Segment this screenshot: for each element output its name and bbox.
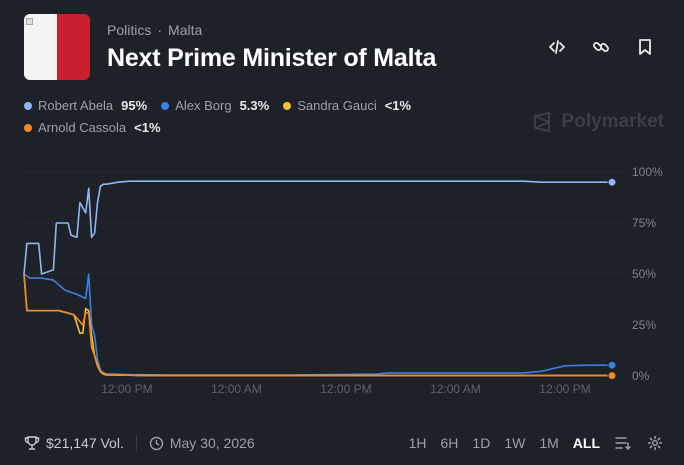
- legend-name: Robert Abela: [38, 98, 114, 113]
- polymarket-logo-icon: [533, 112, 550, 132]
- y-tick-label: 0%: [632, 369, 650, 383]
- malta-flag: [24, 14, 90, 80]
- flag-red-half: [57, 14, 90, 80]
- page-title: Next Prime Minister of Malta: [107, 44, 437, 72]
- legend-dot: [24, 101, 32, 110]
- series-endpoint-alex-borg: [607, 360, 617, 370]
- volume-text: $21,147 Vol.: [46, 435, 124, 451]
- trophy-icon: [24, 436, 40, 450]
- breadcrumb-separator: ·: [157, 22, 163, 38]
- probability-chart: 100% 75% 50% 25% 0% 12:00 PM 12:00 AM 12:00 PM 1…: [23, 165, 663, 396]
- bookmark-icon[interactable]: [634, 36, 656, 58]
- series-endpoint-arnold-cassola: [607, 371, 617, 381]
- flag-white-half: [24, 14, 57, 80]
- x-tick-label: 12:00 PM: [101, 382, 152, 396]
- embed-code-icon[interactable]: [546, 36, 568, 58]
- series-endpoint-robert-abela: [607, 177, 617, 187]
- range-6h[interactable]: 6H: [440, 435, 459, 451]
- x-tick-label: 12:00 PM: [320, 382, 371, 396]
- legend-item-arnold-cassola: Arnold Cassola <1%: [24, 120, 161, 135]
- legend-value: 95%: [121, 98, 148, 113]
- link-icon[interactable]: [590, 36, 612, 58]
- legend-name: Arnold Cassola: [38, 120, 127, 135]
- legend-dot: [24, 123, 32, 132]
- chart-legend: Robert Abela 95% Alex Borg 5.3% Sandra G…: [24, 98, 524, 142]
- breadcrumb-subcategory[interactable]: Malta: [168, 22, 203, 38]
- time-range-selector: 1H 6H 1D 1W 1M ALL: [409, 434, 664, 452]
- x-tick-label: 12:00 PM: [539, 382, 590, 396]
- legend-item-sandra-gauci: Sandra Gauci <1%: [283, 98, 411, 113]
- x-tick-label: 12:00 AM: [211, 382, 262, 396]
- filter-list-icon[interactable]: [614, 434, 632, 452]
- legend-name: Sandra Gauci: [297, 98, 377, 113]
- legend-value: 5.3%: [239, 98, 270, 113]
- range-1w[interactable]: 1W: [504, 435, 526, 451]
- range-all[interactable]: ALL: [572, 435, 600, 451]
- y-tick-label: 50%: [632, 267, 656, 281]
- series-line-arnold-cassola: [23, 273, 612, 377]
- series-line-robert-abela: [23, 180, 612, 275]
- footer-divider: [135, 435, 137, 451]
- x-tick-label: 12:00 AM: [430, 382, 481, 396]
- end-date-info: May 30, 2026: [149, 435, 255, 451]
- y-tick-label: 75%: [632, 216, 656, 230]
- range-1m[interactable]: 1M: [539, 435, 559, 451]
- legend-dot: [161, 101, 170, 110]
- range-1d[interactable]: 1D: [472, 435, 491, 451]
- range-1h[interactable]: 1H: [408, 435, 427, 451]
- header-actions: [546, 36, 656, 58]
- legend-item-alex-borg: Alex Borg 5.3%: [161, 98, 269, 113]
- breadcrumb-category[interactable]: Politics: [107, 22, 152, 38]
- legend-dot: [283, 101, 292, 110]
- legend-value: <1%: [134, 120, 161, 135]
- polymarket-watermark: Polymarket: [532, 111, 664, 133]
- george-cross-icon: [26, 18, 33, 25]
- clock-icon: [149, 436, 164, 450]
- y-tick-label: 100%: [632, 165, 663, 179]
- watermark-text: Polymarket: [561, 111, 664, 132]
- settings-gear-icon[interactable]: [646, 434, 664, 452]
- volume-info: $21,147 Vol.: [24, 435, 124, 451]
- y-tick-label: 25%: [632, 318, 656, 332]
- breadcrumb: Politics · Malta: [107, 22, 202, 38]
- legend-value: <1%: [384, 98, 412, 113]
- legend-item-robert-abela: Robert Abela 95%: [24, 98, 147, 113]
- footer-bar: $21,147 Vol. May 30, 2026 1H 6H 1D 1W 1M…: [24, 432, 664, 454]
- legend-name: Alex Borg: [175, 98, 232, 113]
- end-date-text: May 30, 2026: [169, 435, 255, 451]
